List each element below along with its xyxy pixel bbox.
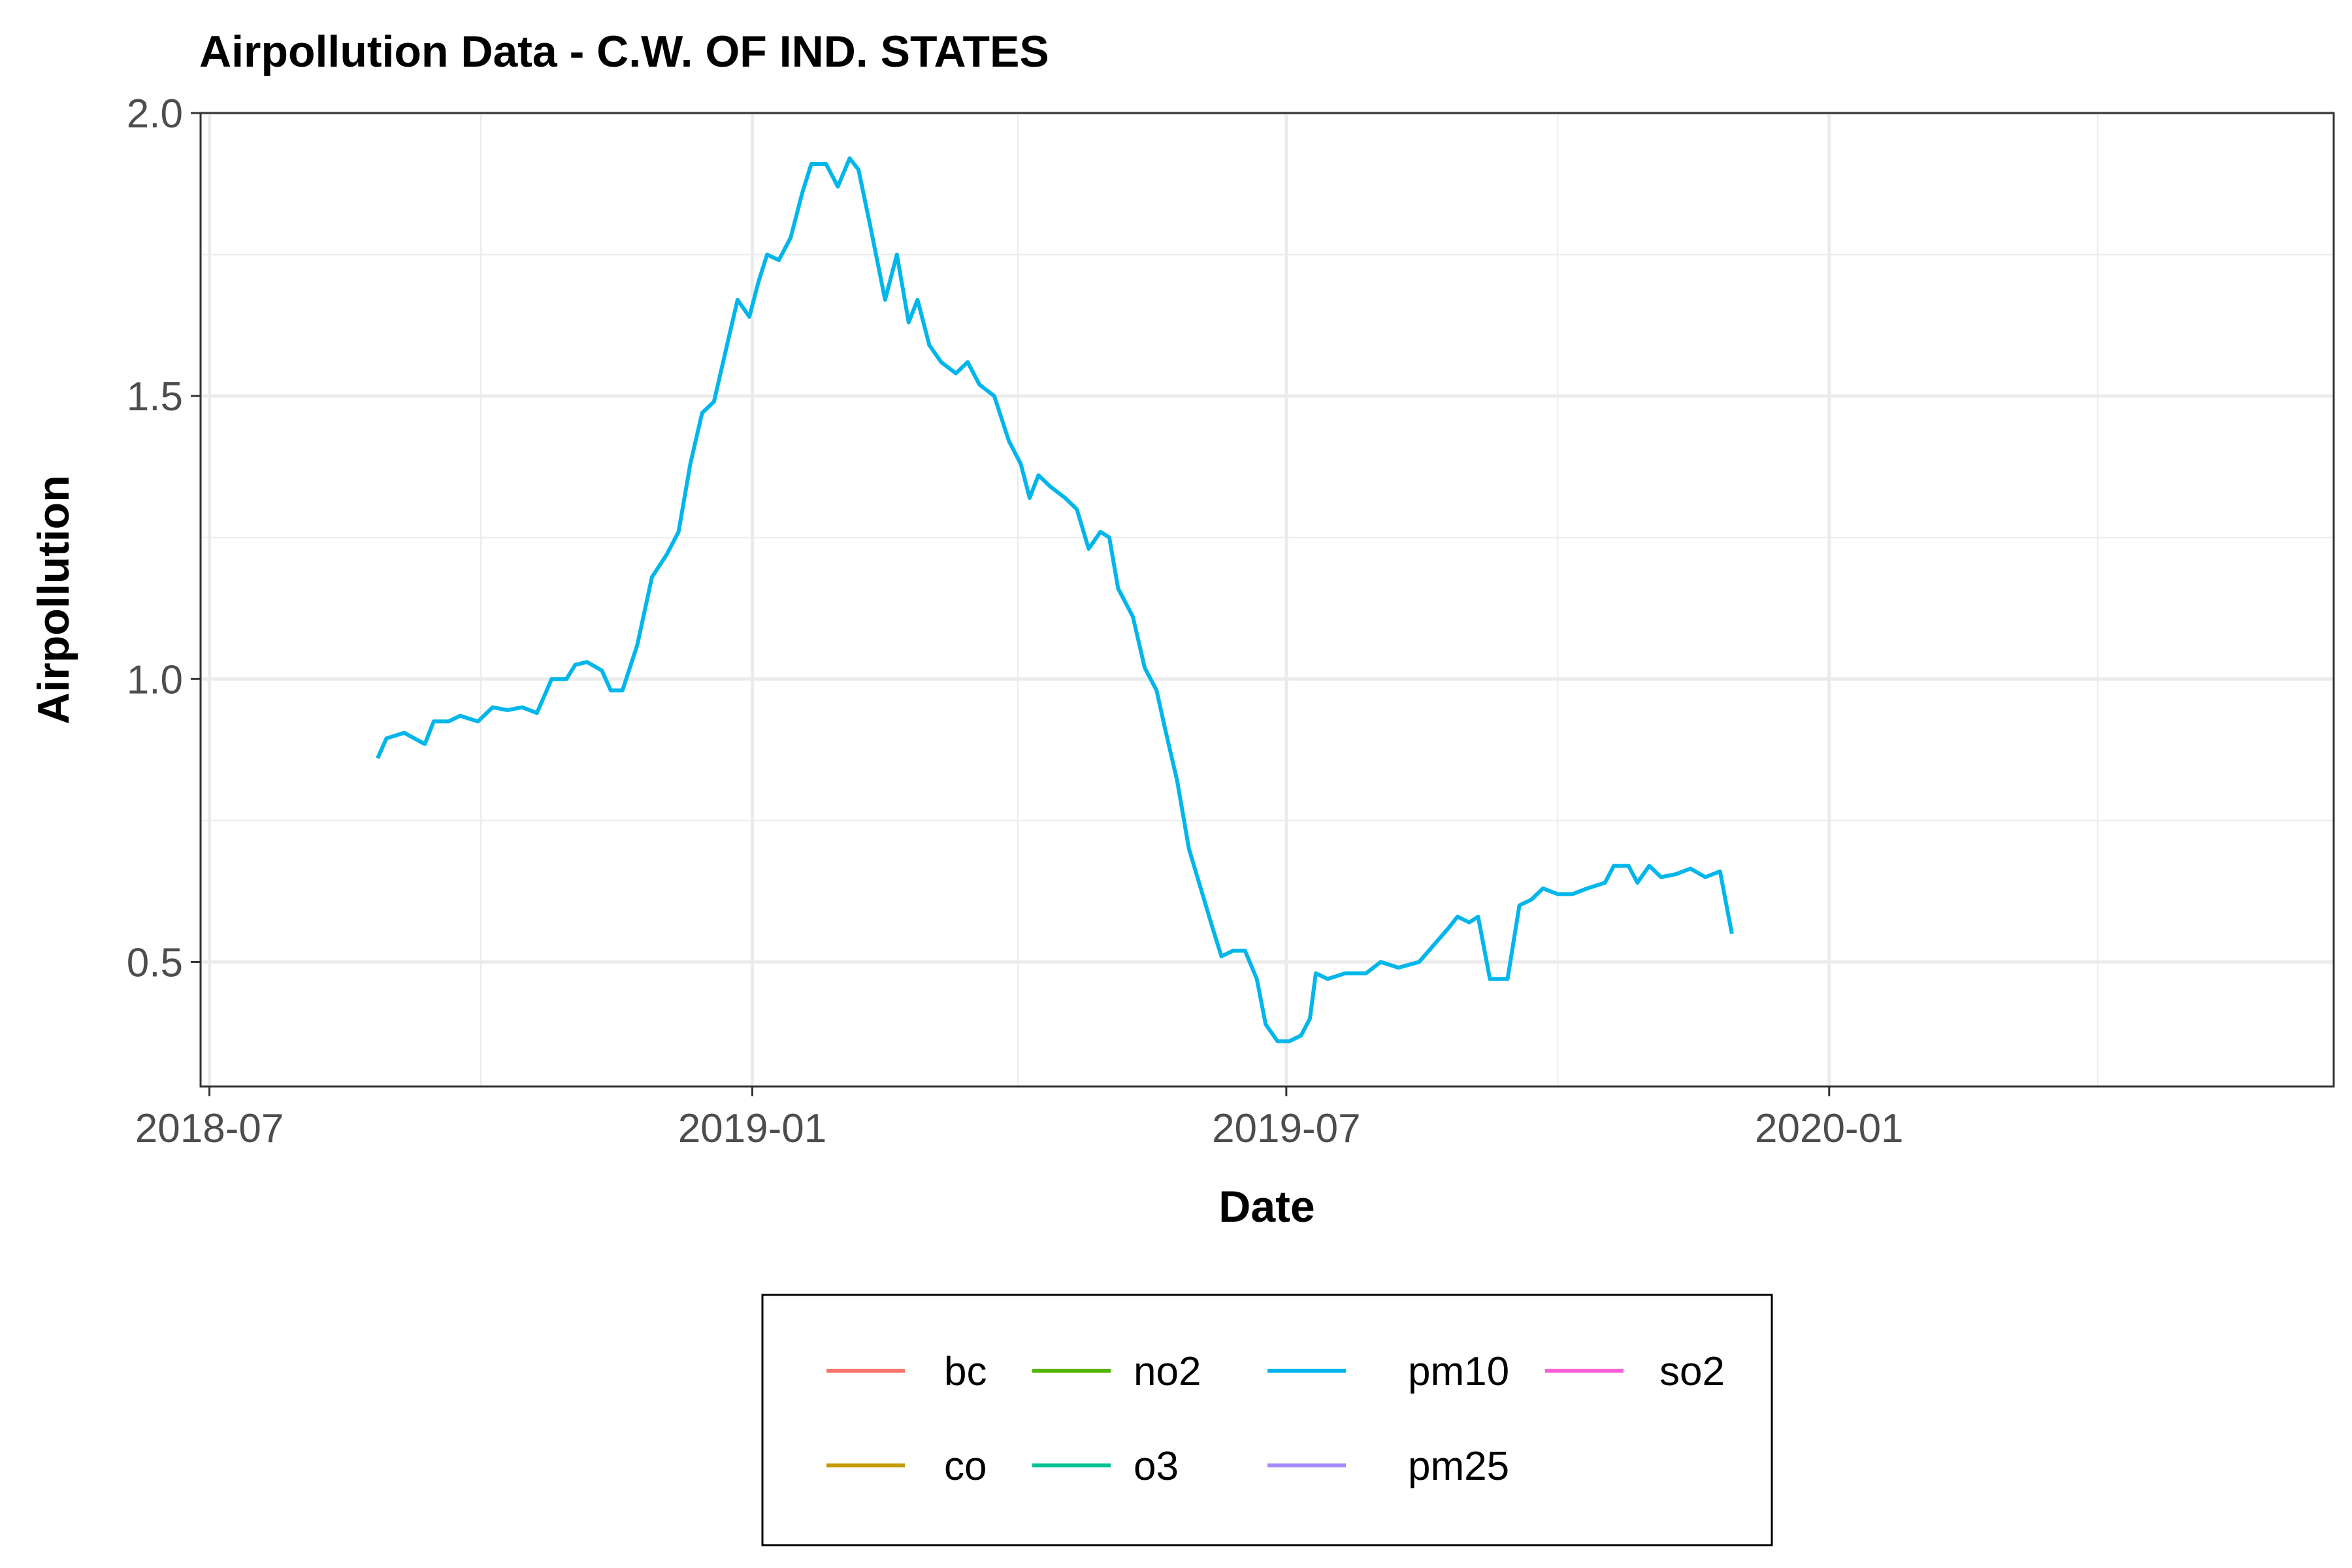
legend-item-pm25: pm25 — [1267, 1444, 1509, 1489]
legend-label: no2 — [1134, 1349, 1201, 1394]
plot-panel — [201, 113, 2334, 1086]
x-tick-label: 2020-01 — [1755, 1106, 1904, 1151]
x-tick-label: 2019-07 — [1212, 1106, 1361, 1151]
x-tick-label: 2018-07 — [135, 1106, 284, 1151]
legend-item-so2: so2 — [1545, 1349, 1725, 1394]
x-axis-title: Date — [1218, 1182, 1315, 1232]
legend-label: bc — [944, 1349, 987, 1394]
legend-item-co: co — [826, 1444, 987, 1489]
legend-item-bc: bc — [826, 1349, 987, 1394]
y-axis: 0.5 1.0 1.5 2.0 — [127, 91, 201, 985]
legend-item-pm10: pm10 — [1267, 1349, 1509, 1394]
chart-title: Airpollution Data - C.W. OF IND. STATES — [199, 27, 1049, 76]
legend-label: o3 — [1134, 1444, 1179, 1489]
legend: bc co no2 o3 pm10 pm25 so2 — [761, 1294, 1773, 1546]
series-layer — [376, 156, 1734, 1043]
y-tick-label: 0.5 — [127, 940, 183, 985]
x-axis: 2018-07 2019-01 2019-07 2020-01 — [135, 1086, 1904, 1151]
legend-label: pm25 — [1408, 1444, 1509, 1489]
legend-box — [761, 1294, 1773, 1546]
minor-gridlines — [201, 113, 2334, 1086]
y-tick-label: 2.0 — [127, 91, 183, 137]
series-line-pm10 — [376, 156, 1734, 1043]
y-tick-label: 1.0 — [127, 657, 183, 702]
plot-panel-border — [199, 112, 2335, 1088]
y-tick-label: 1.5 — [127, 374, 183, 419]
x-tick-label: 2019-01 — [678, 1106, 827, 1151]
legend-item-no2: no2 — [1032, 1349, 1201, 1394]
y-axis-title: Airpollution — [29, 475, 78, 724]
legend-label: co — [944, 1444, 987, 1489]
legend-label: so2 — [1659, 1349, 1725, 1394]
legend-label: pm10 — [1408, 1349, 1509, 1394]
legend-entries: bc co no2 o3 pm10 pm25 so2 — [826, 1349, 1725, 1489]
legend-item-o3: o3 — [1032, 1444, 1179, 1489]
